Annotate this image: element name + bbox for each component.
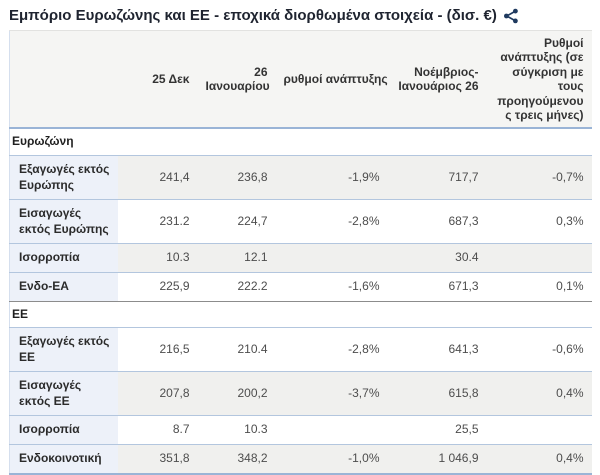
cell-value: 216,5 bbox=[117, 327, 198, 372]
column-header-growth-vs-prev-3m: Ρυθμοί ανάπτυξης (σε σύγκριση με τους πρ… bbox=[486, 30, 592, 130]
cell-value: 222.2 bbox=[197, 271, 276, 301]
cell-value: -2,8% bbox=[275, 327, 388, 372]
cell-value: -2,8% bbox=[275, 199, 388, 244]
cell-value: 0,4% bbox=[486, 371, 592, 416]
row-label: Εισαγωγές εκτός Ευρώπης bbox=[9, 199, 118, 244]
row-label: Ενδο-ΕΑ bbox=[9, 271, 118, 301]
row-label: Εξαγωγές εκτός Ευρώπης bbox=[9, 154, 118, 200]
cell-value: 210.4 bbox=[197, 327, 276, 372]
header-row: 25 Δεκ 26 Ιανουαρίου ρυθμοί ανάπτυξης Νο… bbox=[9, 30, 592, 130]
cell-value bbox=[275, 415, 388, 445]
cell-value: -0,7% bbox=[486, 154, 592, 200]
trade-table: 25 Δεκ 26 Ιανουαρίου ρυθμοί ανάπτυξης Νο… bbox=[9, 30, 592, 475]
table-row-imports-extra-eu: Εισαγωγές εκτός ΕΕ 207,8 200,2 -3,7% 615… bbox=[9, 371, 592, 416]
cell-value: 10.3 bbox=[197, 415, 276, 445]
cell-value: 8.7 bbox=[117, 415, 198, 445]
column-header-nov-jan: Νοέμβριος-Ιανουάριος 26 bbox=[387, 30, 487, 130]
cell-value bbox=[486, 415, 592, 445]
section-label: ΕΕ bbox=[9, 300, 592, 328]
column-header-26-january: 26 Ιανουαρίου bbox=[197, 30, 276, 130]
cell-value: 351,8 bbox=[117, 444, 198, 474]
row-label: Εισαγωγές εκτός ΕΕ bbox=[9, 371, 118, 416]
column-header-growth-rates: ρυθμοί ανάπτυξης bbox=[275, 30, 388, 130]
column-header-25-dec: 25 Δεκ bbox=[117, 30, 198, 130]
cell-value: 207,8 bbox=[117, 371, 198, 416]
page-title: Εμπόριο Ευρωζώνης και ΕΕ - εποχικά διορθ… bbox=[9, 7, 497, 24]
cell-value: 615,8 bbox=[387, 371, 487, 416]
section-row-eu: ΕΕ bbox=[9, 300, 592, 328]
table-row-imports-extra-europe: Εισαγωγές εκτός Ευρώπης 231.2 224,7 -2,8… bbox=[9, 199, 592, 244]
section-label: Ευρωζώνη bbox=[9, 127, 592, 156]
row-label: Ενδοκοινοτική bbox=[9, 444, 118, 474]
cell-value: 241,4 bbox=[117, 154, 198, 200]
cell-value: 0,1% bbox=[486, 271, 592, 301]
cell-value: 641,3 bbox=[387, 327, 487, 372]
cell-value: 236,8 bbox=[197, 154, 276, 200]
column-header-empty bbox=[9, 30, 118, 130]
table-row-exports-extra-europe: Εξαγωγές εκτός Ευρώπης 241,4 236,8 -1,9%… bbox=[9, 154, 592, 200]
cell-value: -1,6% bbox=[275, 271, 388, 301]
cell-value: 0,3% bbox=[486, 199, 592, 244]
title-bar: Εμπόριο Ευρωζώνης και ΕΕ - εποχικά διορθ… bbox=[9, 0, 591, 30]
section-row-eurozone: Ευρωζώνη bbox=[9, 127, 592, 156]
share-icon[interactable] bbox=[503, 8, 519, 24]
cell-value: 200,2 bbox=[197, 371, 276, 416]
cell-value: -0,6% bbox=[486, 327, 592, 372]
cell-value: 1 046,9 bbox=[387, 444, 487, 474]
cell-value: 12.1 bbox=[197, 243, 276, 273]
row-label: Εξαγωγές εκτός ΕΕ bbox=[9, 327, 118, 372]
cell-value: 348,2 bbox=[197, 444, 276, 474]
row-label: Ισορροπία bbox=[9, 415, 118, 445]
cell-value: -1,0% bbox=[275, 444, 388, 474]
row-label: Ισορροπία bbox=[9, 243, 118, 273]
cell-value: -3,7% bbox=[275, 371, 388, 416]
cell-value: 671,3 bbox=[387, 271, 487, 301]
cell-value: 25,5 bbox=[387, 415, 487, 445]
cell-value: 10.3 bbox=[117, 243, 198, 273]
cell-value bbox=[275, 243, 388, 273]
table-row-intra-community: Ενδοκοινοτική 351,8 348,2 -1,0% 1 046,9 … bbox=[9, 444, 592, 474]
cell-value: 224,7 bbox=[197, 199, 276, 244]
cell-value: 0,4% bbox=[486, 444, 592, 474]
table-row-balance-eu: Ισορροπία 8.7 10.3 25,5 bbox=[9, 415, 592, 445]
cell-value: 687,3 bbox=[387, 199, 487, 244]
table-row-intra-ea: Ενδο-ΕΑ 225,9 222.2 -1,6% 671,3 0,1% bbox=[9, 271, 592, 301]
cell-value: 231.2 bbox=[117, 199, 198, 244]
cell-value: 717,7 bbox=[387, 154, 487, 200]
cell-value: 30.4 bbox=[387, 243, 487, 273]
table-row-balance-eurozone: Ισορροπία 10.3 12.1 30.4 bbox=[9, 243, 592, 273]
cell-value: 225,9 bbox=[117, 271, 198, 301]
cell-value: -1,9% bbox=[275, 154, 388, 200]
cell-value bbox=[486, 243, 592, 273]
table-row-exports-extra-eu: Εξαγωγές εκτός ΕΕ 216,5 210.4 -2,8% 641,… bbox=[9, 327, 592, 372]
